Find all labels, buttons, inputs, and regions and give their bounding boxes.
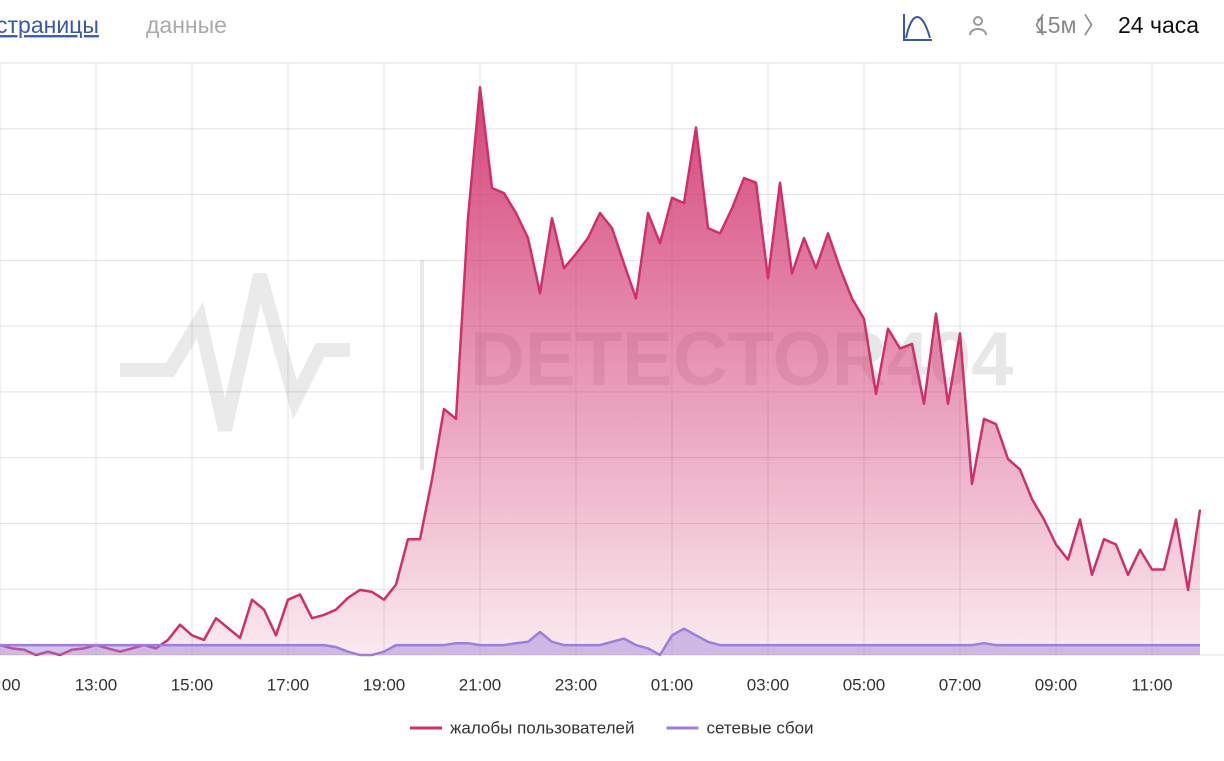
tab-data[interactable]: данные: [146, 12, 227, 38]
plot: [0, 86, 1202, 657]
x-tick-label: 05:00: [843, 675, 886, 694]
series-area: [0, 87, 1200, 656]
user-icon[interactable]: [969, 16, 987, 36]
x-tick-label: 09:00: [1035, 675, 1078, 694]
legend: жалобы пользователей сетевые сбои: [410, 718, 814, 737]
x-tick-label: 21:00: [459, 675, 502, 694]
series-line: [0, 627, 1200, 657]
tab-pages[interactable]: страницы: [0, 12, 99, 38]
x-tick-label: 07:00: [939, 675, 982, 694]
legend-label: жалобы пользователей: [450, 718, 634, 737]
x-tick-label: 15:00: [171, 675, 214, 694]
x-tick-label: 19:00: [363, 675, 406, 694]
interval-close[interactable]: 〉: [1083, 12, 1106, 38]
interval[interactable]: 15м: [1035, 12, 1076, 38]
series-area: [0, 628, 1200, 655]
x-tick-label: 23:00: [555, 675, 598, 694]
x-tick-label: 01:00: [651, 675, 694, 694]
x-tick-label: 11:00: [1131, 675, 1172, 694]
chart-type-icon[interactable]: [903, 14, 932, 41]
legend-label: сетевые сбои: [706, 718, 813, 737]
period[interactable]: 24 часа: [1118, 12, 1199, 38]
interval-open[interactable]: 〈: [1022, 12, 1045, 38]
x-tick-label: 17:00: [267, 675, 310, 694]
x-tick-label: 03:00: [747, 675, 790, 694]
series-line: [0, 86, 1202, 657]
x-tick-label: 11:00: [0, 675, 21, 694]
x-tick-label: 13:00: [75, 675, 118, 694]
